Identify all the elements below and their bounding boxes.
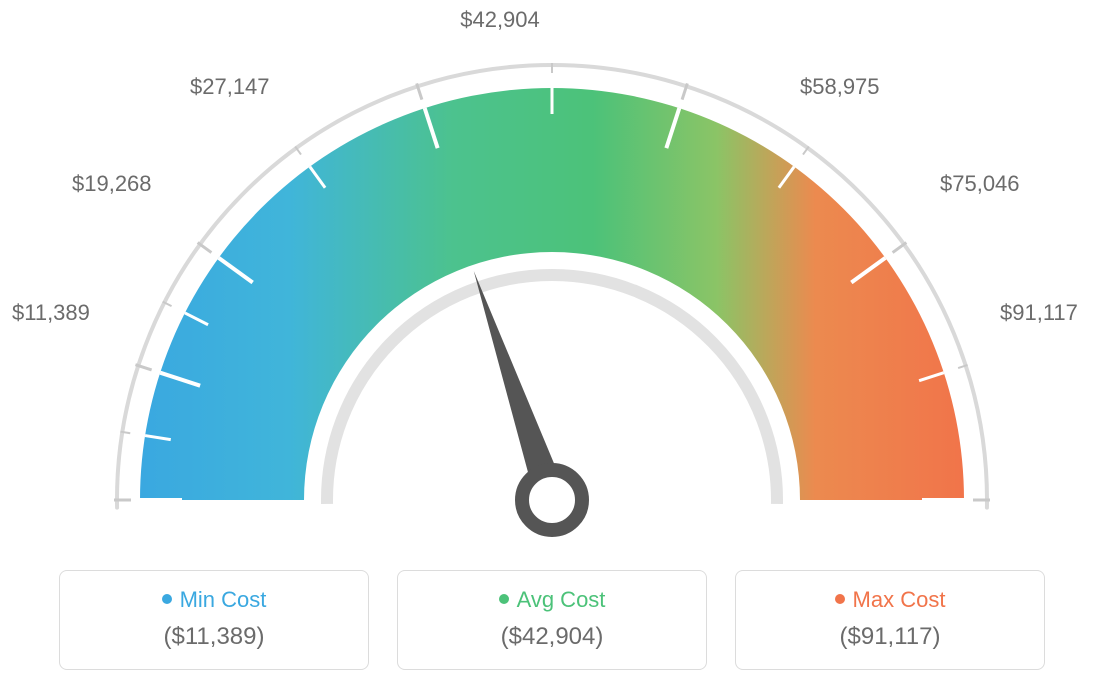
gauge-tick-label: $27,147 — [190, 74, 270, 100]
legend-max-box: Max Cost ($91,117) — [735, 570, 1045, 670]
gauge-tick-label: $42,904 — [460, 7, 540, 33]
gauge-tick-label: $91,117 — [1000, 300, 1078, 326]
legend-max-value: ($91,117) — [746, 623, 1034, 651]
legend-row: Min Cost ($11,389) Avg Cost ($42,904) Ma… — [0, 570, 1104, 670]
legend-max-title-text: Max Cost — [853, 587, 946, 612]
gauge-tick-label: $19,268 — [72, 171, 152, 197]
legend-min-title-text: Min Cost — [180, 587, 267, 612]
legend-min-title: Min Cost — [70, 587, 358, 613]
gauge-tick-label: $58,975 — [800, 74, 880, 100]
dot-icon — [499, 594, 509, 604]
legend-max-title: Max Cost — [746, 587, 1034, 613]
legend-avg-title: Avg Cost — [408, 587, 696, 613]
gauge-tick-label: $75,046 — [940, 171, 1020, 197]
legend-min-value: ($11,389) — [70, 623, 358, 651]
gauge-area: $11,389 $19,268 $27,147 $42,904 $58,975 $75,0… — [0, 0, 1104, 560]
gauge-tick-label: $11,389 — [12, 300, 90, 326]
legend-avg-value: ($42,904) — [408, 623, 696, 651]
legend-avg-box: Avg Cost ($42,904) — [397, 570, 707, 670]
gauge-chart-container: $11,389 $19,268 $27,147 $42,904 $58,975 $75,0… — [0, 0, 1104, 690]
dot-icon — [835, 594, 845, 604]
legend-avg-title-text: Avg Cost — [517, 587, 606, 612]
dot-icon — [162, 594, 172, 604]
legend-min-box: Min Cost ($11,389) — [59, 570, 369, 670]
